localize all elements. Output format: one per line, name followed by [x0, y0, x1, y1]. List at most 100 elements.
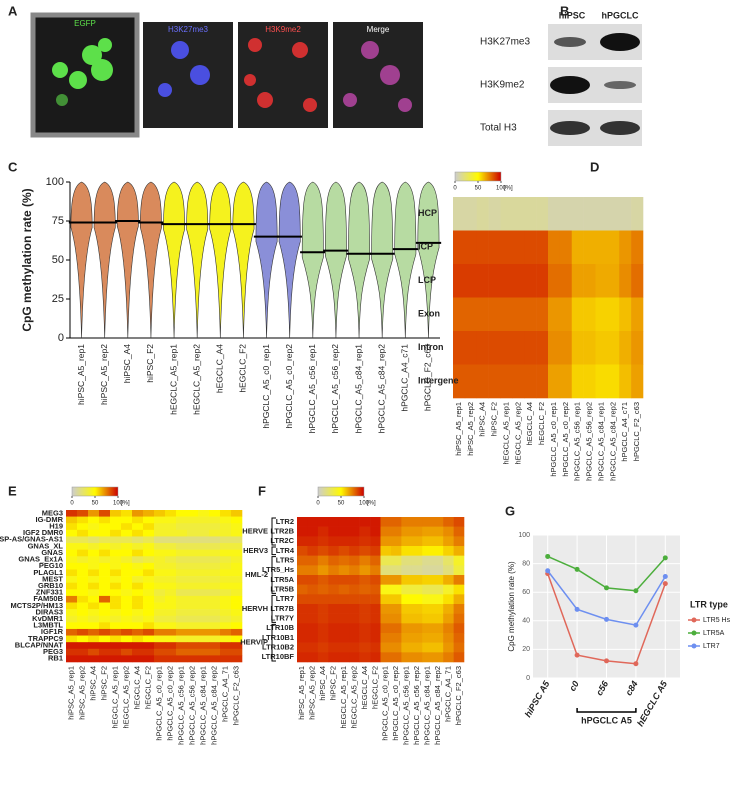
heat-cell	[370, 565, 381, 576]
heat-cell	[176, 642, 188, 650]
heat-cell	[66, 562, 78, 570]
point	[574, 606, 580, 612]
heat-cell	[66, 628, 78, 636]
heat-cell	[380, 555, 392, 566]
group-label: HERV3	[243, 546, 268, 555]
heat-cell	[132, 510, 144, 517]
row-label: FAM50B	[33, 594, 63, 603]
heat-cell	[209, 556, 221, 564]
heat-cell	[176, 529, 188, 537]
x-tick-label: hiPSC_A4	[122, 344, 132, 383]
heat-cell	[209, 529, 221, 537]
heat-cell	[328, 623, 340, 634]
heat-cell	[464, 197, 478, 231]
heat-cell	[99, 602, 111, 610]
heat-cell	[154, 582, 166, 590]
heat-cell	[338, 642, 350, 653]
heat-cell	[165, 516, 177, 524]
heat-cell	[453, 604, 465, 614]
heat-cell	[143, 628, 155, 636]
heat-cell	[401, 652, 413, 663]
heat-cell	[338, 594, 350, 605]
heat-cell	[443, 633, 454, 643]
heat-cell	[165, 543, 177, 550]
heat-cell	[607, 297, 620, 332]
heat-cell	[176, 582, 188, 590]
column-label: hiPSC_A4	[318, 666, 327, 701]
row-label: PEG10	[39, 561, 63, 570]
heat-cell	[132, 516, 144, 524]
column-label: hPGCLC_A5_c84_rep2	[433, 666, 442, 745]
violin-body	[301, 181, 324, 339]
heat-cell	[422, 623, 433, 634]
image-label: H3K9me2	[265, 25, 301, 34]
heat-cell	[77, 648, 89, 656]
violin-body	[163, 181, 186, 339]
heat-cell	[165, 635, 177, 643]
row-label: LTR5B	[270, 584, 294, 593]
heat-cell	[524, 197, 537, 231]
group-bracket	[271, 594, 276, 623]
point	[574, 566, 580, 572]
heat-cell	[198, 549, 210, 557]
heat-cell	[349, 642, 360, 653]
heat-cell	[77, 642, 89, 650]
blot-row: Total H3	[480, 123, 517, 134]
x-tick-label: hEGCLC_A5_rep1	[168, 344, 178, 415]
heat-cell	[132, 642, 144, 650]
heat-cell	[143, 556, 155, 564]
heat-cell	[143, 602, 155, 610]
legend-label: LTR7	[703, 643, 720, 650]
group-label: HERVIP	[240, 638, 268, 647]
heat-cell	[328, 594, 340, 605]
heat-cell	[317, 623, 329, 634]
heat-cell	[411, 517, 423, 527]
heat-cell	[390, 575, 402, 585]
heat-cell	[411, 575, 423, 585]
panel-label: E	[8, 483, 17, 498]
heat-cell	[536, 230, 549, 265]
heat-cell	[464, 230, 478, 265]
column-label: hEGCLC_A5_rep2	[121, 666, 130, 729]
heat-cell	[99, 615, 111, 623]
heat-cell	[121, 556, 133, 564]
heat-cell	[432, 536, 444, 547]
heat-cell	[328, 633, 340, 643]
heat-cell	[512, 230, 525, 265]
heat-cell	[380, 594, 392, 605]
heat-cell	[198, 510, 210, 517]
column-label: hPGCLC_F2_c63	[454, 666, 463, 725]
heat-cell	[349, 623, 360, 634]
heat-cell	[307, 517, 319, 527]
heat-cell	[231, 549, 243, 557]
heat-cell	[619, 297, 632, 332]
heat-cell	[132, 569, 144, 577]
heat-cell	[411, 623, 423, 634]
heat-cell	[88, 576, 100, 583]
heat-cell	[500, 264, 513, 298]
heat-cell	[77, 595, 89, 603]
heat-cell	[198, 589, 210, 597]
heat-cell	[453, 526, 465, 537]
heat-cell	[359, 565, 371, 576]
heat-cell	[297, 517, 308, 527]
image	[333, 22, 423, 128]
heat-cell	[220, 609, 232, 617]
heat-cell	[401, 536, 413, 547]
heat-cell	[390, 555, 402, 566]
heat-cell	[422, 546, 433, 556]
heat-cell	[66, 602, 78, 610]
heat-cell	[209, 516, 221, 524]
heat-cell	[583, 364, 596, 399]
row-label: LTR5_Hs	[262, 565, 294, 574]
heat-cell	[176, 648, 188, 656]
heat-cell	[349, 555, 360, 566]
heat-cell	[370, 623, 381, 634]
heat-cell	[453, 264, 466, 298]
y-tick-label: 40	[522, 618, 530, 625]
heat-cell	[328, 536, 340, 547]
heat-cell	[187, 510, 199, 517]
heat-cell	[476, 197, 489, 231]
heat-cell	[88, 569, 100, 577]
column-label: hPGCLC_A5_c56_rep2	[585, 402, 594, 481]
